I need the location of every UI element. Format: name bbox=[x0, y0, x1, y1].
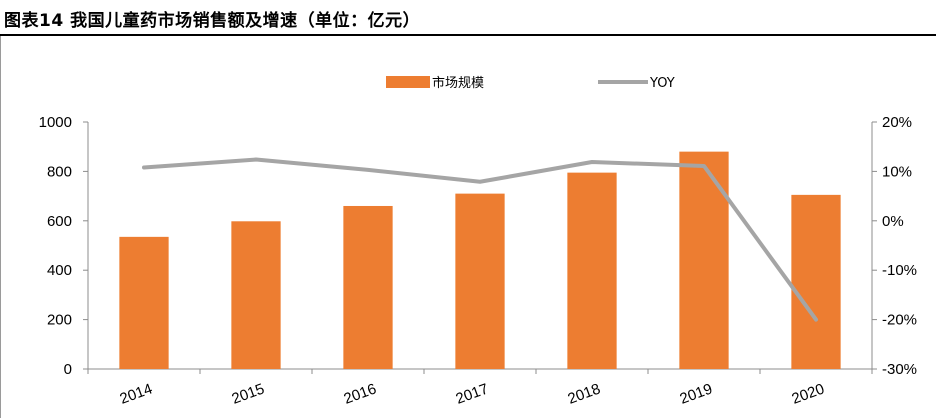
right-tick-label: -30% bbox=[882, 361, 917, 378]
left-tick-label: 200 bbox=[47, 312, 72, 329]
legend-swatch-market-size bbox=[386, 76, 430, 88]
bar bbox=[231, 221, 281, 369]
left-tick-label: 800 bbox=[47, 163, 72, 180]
left-tick-label: 0 bbox=[64, 361, 72, 378]
left-tick-label: 400 bbox=[47, 262, 72, 279]
x-tick-label: 2020 bbox=[790, 380, 827, 407]
x-tick-label: 2014 bbox=[118, 380, 155, 407]
bar bbox=[679, 151, 729, 369]
right-tick-label: -10% bbox=[882, 262, 917, 279]
legend-label-yoy: YOY bbox=[649, 76, 675, 91]
page-title: 图表14 我国儿童药市场销售额及增速（单位：亿元） bbox=[4, 11, 421, 31]
left-tick-label: 1000 bbox=[39, 114, 72, 131]
x-tick-label: 2017 bbox=[454, 380, 491, 407]
title-divider bbox=[0, 34, 936, 36]
panel-border bbox=[0, 36, 1, 418]
bar bbox=[567, 172, 617, 369]
bar bbox=[119, 236, 169, 369]
title-bar: 图表14 我国儿童药市场销售额及增速（单位：亿元） bbox=[0, 0, 936, 36]
x-tick-label: 2018 bbox=[566, 380, 603, 407]
bar bbox=[455, 193, 505, 369]
left-tick-label: 600 bbox=[47, 213, 72, 230]
x-tick-label: 2016 bbox=[342, 380, 379, 407]
right-tick-label: 0% bbox=[882, 213, 904, 230]
x-tick-label: 2019 bbox=[678, 380, 715, 407]
line-series bbox=[142, 157, 818, 322]
right-tick-label: 10% bbox=[882, 163, 912, 180]
legend-label-market-size: 市场规模 bbox=[432, 75, 484, 91]
bar bbox=[791, 194, 841, 369]
right-tick-label: -20% bbox=[882, 312, 917, 329]
right-tick-label: 20% bbox=[882, 114, 912, 131]
bar bbox=[343, 205, 393, 369]
bar-series bbox=[119, 151, 841, 369]
chart-legend: 市场规模 YOY bbox=[386, 75, 675, 91]
x-tick-label: 2015 bbox=[230, 380, 267, 407]
